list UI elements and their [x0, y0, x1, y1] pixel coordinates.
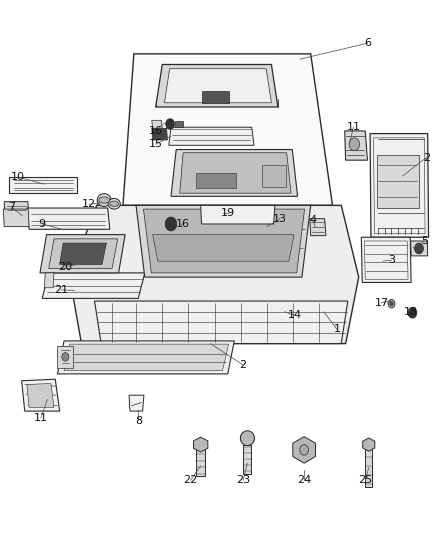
- Polygon shape: [60, 243, 106, 264]
- Polygon shape: [64, 344, 229, 370]
- Text: 16: 16: [148, 126, 162, 136]
- Polygon shape: [345, 131, 367, 160]
- Polygon shape: [164, 69, 272, 103]
- Polygon shape: [10, 177, 77, 193]
- Polygon shape: [123, 54, 332, 205]
- Polygon shape: [144, 209, 304, 273]
- Polygon shape: [310, 219, 326, 236]
- Ellipse shape: [240, 431, 254, 446]
- Text: 25: 25: [358, 475, 372, 485]
- Text: 4: 4: [309, 215, 316, 225]
- Circle shape: [300, 445, 308, 455]
- Text: 11: 11: [346, 122, 360, 132]
- Polygon shape: [411, 241, 427, 256]
- Polygon shape: [44, 273, 54, 288]
- Polygon shape: [201, 205, 275, 224]
- Ellipse shape: [99, 197, 110, 203]
- Polygon shape: [361, 237, 411, 282]
- Text: 9: 9: [39, 219, 46, 229]
- Text: 19: 19: [221, 208, 235, 219]
- Circle shape: [349, 138, 360, 151]
- Polygon shape: [27, 208, 110, 229]
- Text: 21: 21: [54, 285, 68, 295]
- Polygon shape: [49, 239, 118, 269]
- Polygon shape: [57, 346, 73, 368]
- Polygon shape: [370, 134, 428, 237]
- Text: 3: 3: [388, 255, 395, 265]
- Polygon shape: [152, 120, 162, 128]
- Text: 2: 2: [423, 152, 430, 163]
- Polygon shape: [21, 379, 60, 411]
- Bar: [175, 121, 183, 127]
- Polygon shape: [40, 235, 125, 273]
- Polygon shape: [194, 437, 208, 452]
- Circle shape: [415, 243, 424, 254]
- Polygon shape: [293, 437, 315, 463]
- Polygon shape: [171, 150, 297, 196]
- Text: 10: 10: [11, 172, 25, 182]
- Polygon shape: [152, 235, 294, 261]
- Bar: [377, 155, 419, 208]
- Text: 20: 20: [58, 262, 72, 271]
- Text: 18: 18: [404, 306, 418, 317]
- Polygon shape: [155, 64, 278, 107]
- Circle shape: [388, 300, 395, 308]
- Text: 1: 1: [333, 324, 340, 334]
- Ellipse shape: [110, 201, 119, 206]
- Bar: [202, 91, 229, 103]
- Text: 23: 23: [236, 475, 250, 485]
- Polygon shape: [152, 128, 167, 140]
- Polygon shape: [180, 153, 291, 193]
- Text: 17: 17: [374, 297, 389, 308]
- Polygon shape: [4, 209, 29, 227]
- Ellipse shape: [108, 198, 120, 209]
- Ellipse shape: [97, 193, 111, 206]
- Text: 2: 2: [240, 360, 247, 370]
- Circle shape: [390, 302, 393, 306]
- Polygon shape: [27, 383, 54, 407]
- Polygon shape: [70, 205, 359, 344]
- Text: 8: 8: [135, 416, 142, 426]
- Circle shape: [408, 308, 417, 318]
- Text: 12: 12: [82, 199, 96, 209]
- Text: 16: 16: [176, 219, 190, 229]
- Polygon shape: [136, 205, 311, 277]
- Polygon shape: [57, 341, 234, 374]
- Text: 6: 6: [364, 38, 371, 48]
- Text: 22: 22: [184, 475, 198, 485]
- Text: 11: 11: [34, 413, 48, 423]
- Text: 13: 13: [273, 214, 287, 224]
- Circle shape: [165, 217, 177, 231]
- Text: 14: 14: [287, 310, 302, 320]
- Text: 5: 5: [421, 236, 428, 246]
- Bar: [262, 165, 286, 187]
- Ellipse shape: [240, 432, 254, 445]
- Bar: [196, 445, 205, 477]
- Polygon shape: [129, 395, 144, 411]
- Polygon shape: [95, 301, 348, 344]
- Text: 7: 7: [8, 202, 15, 212]
- Text: 24: 24: [297, 475, 311, 485]
- Circle shape: [166, 119, 174, 130]
- Circle shape: [62, 353, 69, 361]
- Bar: [196, 173, 236, 188]
- Polygon shape: [42, 273, 145, 298]
- Text: 15: 15: [148, 139, 162, 149]
- Bar: [244, 445, 251, 474]
- Polygon shape: [4, 201, 29, 214]
- Polygon shape: [363, 438, 375, 451]
- Bar: [365, 445, 372, 487]
- Polygon shape: [169, 127, 254, 146]
